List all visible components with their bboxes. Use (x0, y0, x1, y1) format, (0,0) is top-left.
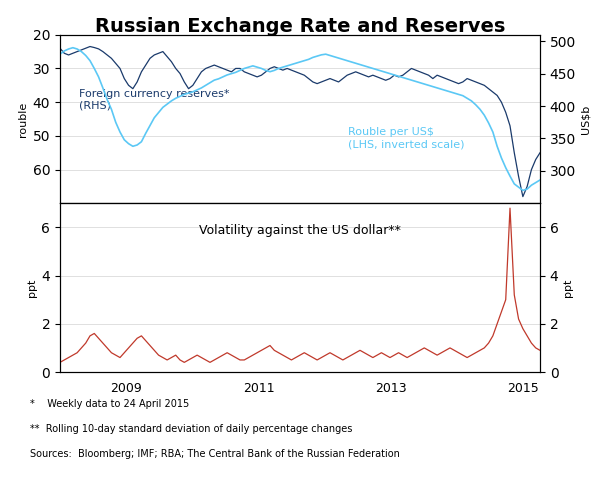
Text: Sources:  Bloomberg; IMF; RBA; The Central Bank of the Russian Federation: Sources: Bloomberg; IMF; RBA; The Centra… (30, 449, 400, 459)
Y-axis label: ppt: ppt (27, 278, 37, 297)
Text: **  Rolling 10-day standard deviation of daily percentage changes: ** Rolling 10-day standard deviation of … (30, 424, 352, 434)
Y-axis label: US$b: US$b (580, 105, 590, 133)
Text: Volatility against the US dollar**: Volatility against the US dollar** (199, 224, 401, 237)
Y-axis label: rouble: rouble (19, 101, 28, 137)
Text: Rouble per US$
(LHS, inverted scale): Rouble per US$ (LHS, inverted scale) (348, 127, 464, 149)
Y-axis label: ppt: ppt (563, 278, 573, 297)
Text: Foreign currency reserves*
(RHS): Foreign currency reserves* (RHS) (79, 89, 230, 110)
Text: *    Weekly data to 24 April 2015: * Weekly data to 24 April 2015 (30, 399, 189, 409)
Text: Russian Exchange Rate and Reserves: Russian Exchange Rate and Reserves (95, 17, 505, 36)
